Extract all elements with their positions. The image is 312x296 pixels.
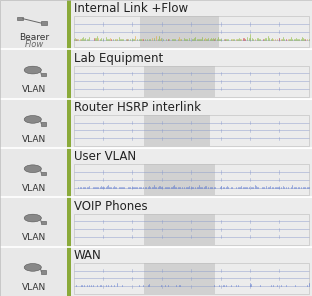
Text: VLAN: VLAN — [22, 85, 46, 94]
Text: Internal Link +Flow: Internal Link +Flow — [74, 2, 188, 15]
Bar — [0, 148, 312, 197]
Bar — [0, 49, 69, 99]
Text: User VLAN: User VLAN — [74, 150, 136, 163]
Bar — [0, 49, 312, 99]
Bar — [139, 16, 219, 47]
Text: VLAN: VLAN — [22, 233, 46, 242]
Bar — [0, 197, 312, 247]
Text: VLAN: VLAN — [22, 135, 46, 144]
Bar — [41, 21, 47, 25]
Bar — [67, 99, 71, 148]
Bar — [144, 263, 215, 294]
Bar — [67, 247, 71, 296]
Text: Flow: Flow — [25, 40, 44, 49]
Bar — [0, 99, 69, 148]
Bar — [41, 221, 46, 224]
Bar — [144, 164, 215, 195]
Ellipse shape — [24, 66, 41, 74]
Bar — [41, 172, 46, 175]
Text: Lab Equipment: Lab Equipment — [74, 52, 163, 65]
Bar — [74, 164, 309, 195]
Bar — [0, 99, 312, 148]
Bar — [144, 66, 215, 97]
Bar — [41, 73, 46, 76]
Bar — [74, 16, 309, 47]
Bar — [41, 270, 46, 274]
Bar — [67, 0, 71, 49]
Bar — [0, 247, 69, 296]
Bar — [74, 263, 309, 294]
Bar — [74, 66, 309, 97]
Text: Bearer: Bearer — [19, 33, 49, 41]
Bar — [67, 49, 71, 99]
Ellipse shape — [24, 263, 41, 271]
Bar — [0, 148, 69, 197]
Bar — [0, 197, 69, 247]
Bar — [74, 115, 309, 146]
Bar — [74, 214, 309, 245]
Ellipse shape — [24, 115, 41, 123]
Text: Router HSRP interlink: Router HSRP interlink — [74, 101, 201, 114]
Bar — [0, 247, 312, 296]
Text: VLAN: VLAN — [22, 283, 46, 292]
Text: VOIP Phones: VOIP Phones — [74, 200, 147, 213]
Bar — [67, 148, 71, 197]
Ellipse shape — [24, 214, 41, 222]
Text: WAN: WAN — [74, 249, 101, 262]
Bar — [67, 197, 71, 247]
Bar — [17, 17, 23, 20]
Text: VLAN: VLAN — [22, 184, 46, 193]
Bar — [0, 0, 312, 49]
Ellipse shape — [24, 165, 41, 173]
Bar — [0, 0, 69, 49]
Bar — [144, 115, 210, 146]
Bar — [41, 122, 46, 126]
Bar — [144, 214, 215, 245]
